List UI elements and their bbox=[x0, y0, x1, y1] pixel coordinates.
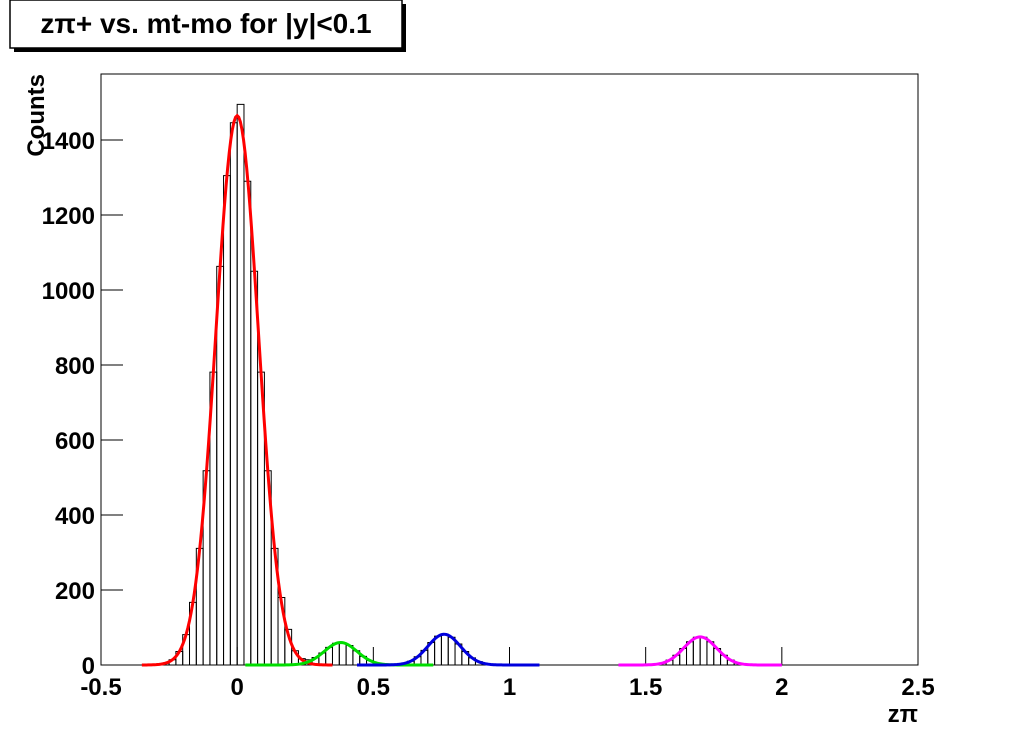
y-tick-label: 400 bbox=[55, 503, 95, 530]
x-tick-label: -0.5 bbox=[80, 674, 121, 701]
y-tick-label: 1000 bbox=[42, 278, 95, 305]
y-tick-label: 800 bbox=[55, 353, 95, 380]
y-tick-label: 1200 bbox=[42, 203, 95, 230]
y-tick-label: 600 bbox=[55, 428, 95, 455]
x-tick-label: 0 bbox=[230, 674, 243, 701]
x-tick-label: 2 bbox=[775, 674, 788, 701]
title-box bbox=[9, 0, 403, 49]
x-tick-label: 1 bbox=[503, 674, 516, 701]
y-tick-label: 0 bbox=[82, 653, 95, 680]
x-axis-label: zπ bbox=[888, 701, 918, 728]
chart-title: zπ+ vs. mt-mo for |y|<0.1 bbox=[40, 8, 371, 39]
x-tick-label: 0.5 bbox=[357, 674, 390, 701]
fit-curve bbox=[141, 113, 333, 667]
y-tick-label: 200 bbox=[55, 578, 95, 605]
x-tick-label: 2.5 bbox=[901, 674, 934, 701]
y-tick-label: 1400 bbox=[42, 128, 95, 155]
fit-curve bbox=[356, 632, 540, 667]
y-axis-label: Counts bbox=[23, 74, 50, 157]
x-tick-label: 1.5 bbox=[629, 674, 662, 701]
fit-curve bbox=[618, 635, 782, 667]
